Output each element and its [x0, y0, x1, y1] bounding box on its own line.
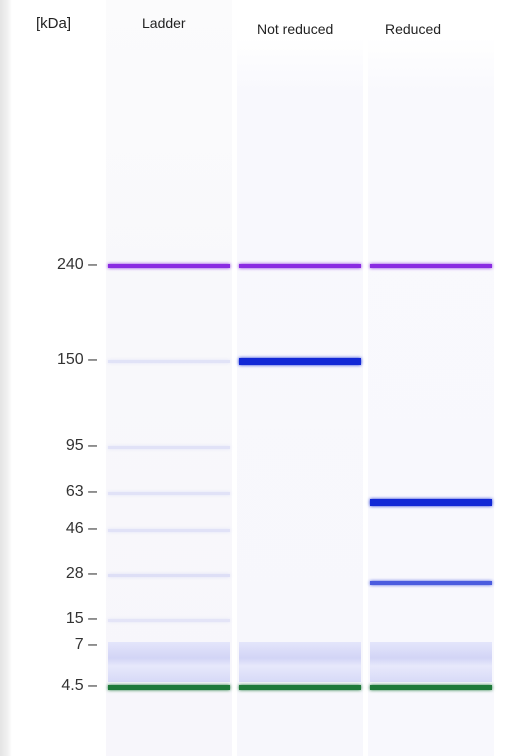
- gel-band: [239, 357, 361, 365]
- mw-label: 95 –: [65, 437, 97, 454]
- axis-title: [kDa]: [36, 15, 72, 32]
- gel-band: [108, 573, 230, 577]
- gel-band: [108, 264, 230, 268]
- low-mw-haze: [108, 642, 230, 682]
- gel-band: [108, 528, 230, 532]
- lane-label-ladder: Ladder: [142, 15, 186, 31]
- gel-band: [370, 499, 492, 507]
- mw-label: 240 –: [56, 256, 97, 273]
- mw-label: 150 –: [56, 351, 97, 368]
- gel-band: [239, 264, 361, 268]
- lane-ladder: [106, 0, 232, 756]
- mw-label: 7 –: [74, 636, 97, 653]
- mw-label: 4.5 –: [61, 677, 97, 694]
- mw-label: 63 –: [65, 483, 97, 500]
- lane-reduced: [368, 0, 494, 756]
- gel-band: [108, 684, 230, 690]
- low-mw-haze: [239, 642, 361, 682]
- gel-band: [108, 359, 230, 363]
- mw-label: 28 –: [65, 565, 97, 582]
- lane-not-reduced: [237, 0, 363, 756]
- mw-label: 46 –: [65, 520, 97, 537]
- gel-band: [370, 264, 492, 268]
- lane-label-reduced: Reduced: [385, 21, 442, 37]
- mw-label: 15 –: [65, 610, 97, 627]
- lane-label-not-reduced: Not reduced: [257, 21, 334, 37]
- gel-band: [239, 684, 361, 690]
- low-mw-haze: [370, 642, 492, 682]
- gel-frame-edge: [0, 0, 12, 756]
- gel-band: [370, 581, 492, 586]
- gel-band: [108, 445, 230, 449]
- gel-band: [108, 618, 230, 622]
- gel-band: [108, 491, 230, 495]
- gel-band: [370, 684, 492, 690]
